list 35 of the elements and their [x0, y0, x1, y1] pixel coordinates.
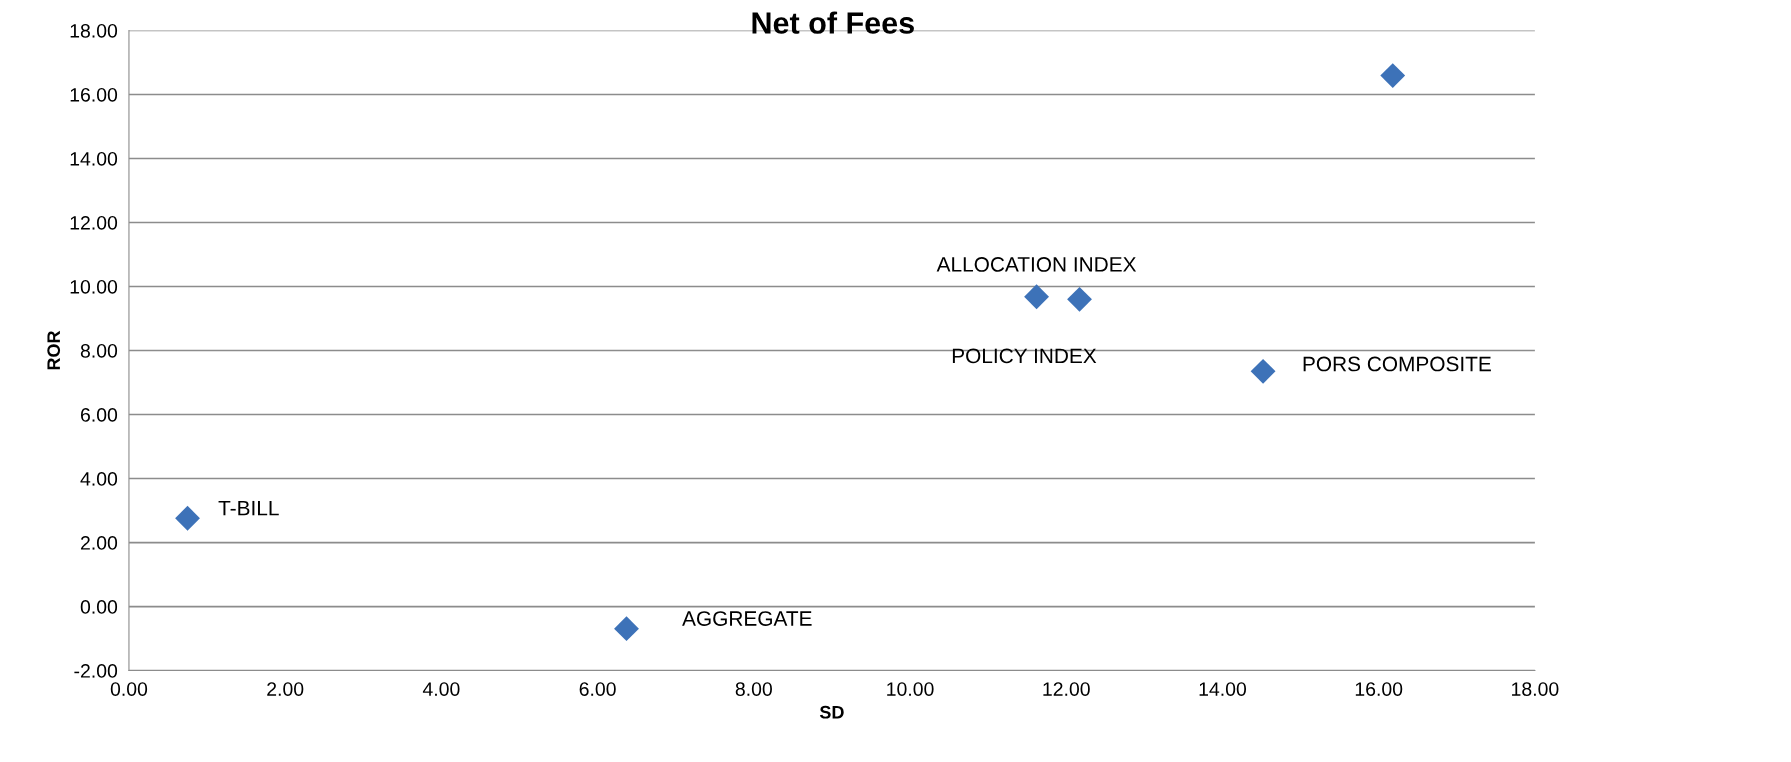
annotation: POLICY INDEX [952, 348, 1097, 364]
y-tick-label: 8.00 [80, 343, 118, 358]
x-tick-label: 6.00 [579, 682, 616, 696]
y-tick-label: 16.00 [70, 87, 118, 102]
point [175, 505, 200, 531]
x-tick-label: 10.00 [887, 682, 934, 696]
x-tick-label: 8.00 [735, 682, 772, 696]
y-tick-label: 12.00 [70, 215, 118, 230]
y-tick-label: 6.00 [80, 408, 118, 422]
point [614, 616, 639, 642]
annotation: T-BILL [218, 500, 279, 516]
x-axis-title: SD [819, 705, 844, 719]
x-tick-label: 16.00 [1355, 682, 1403, 696]
annotation: AGGREGATE [682, 611, 812, 626]
point [1380, 63, 1406, 89]
y-tick-label: 4.00 [80, 472, 118, 486]
annotation: PORS COMPOSITE [1303, 356, 1491, 372]
annotation: ALLOCATION INDEX [936, 257, 1137, 272]
x-tick-label: 18.00 [1512, 682, 1559, 696]
y-tick-label: 14.00 [70, 151, 118, 166]
y-tick-label: 18.00 [70, 23, 118, 38]
y-tick-label: 10.00 [70, 279, 118, 294]
x-tick-label: 14.00 [1199, 682, 1247, 696]
y-axis-title: ROR [47, 330, 61, 370]
point [1067, 286, 1092, 312]
y-tick-label: -2.00 [74, 664, 118, 678]
y-tick-label: 0.00 [80, 600, 118, 614]
x-tick-label: 12.00 [1043, 682, 1090, 696]
chart-title: Net of Fees [752, 11, 914, 34]
x-tick-label: 2.00 [267, 682, 304, 696]
point [1024, 284, 1049, 310]
point [1250, 358, 1276, 384]
x-tick-label: 4.00 [422, 682, 460, 696]
x-tick-label: 0.00 [110, 682, 148, 696]
y-tick-label: 2.00 [80, 536, 118, 550]
